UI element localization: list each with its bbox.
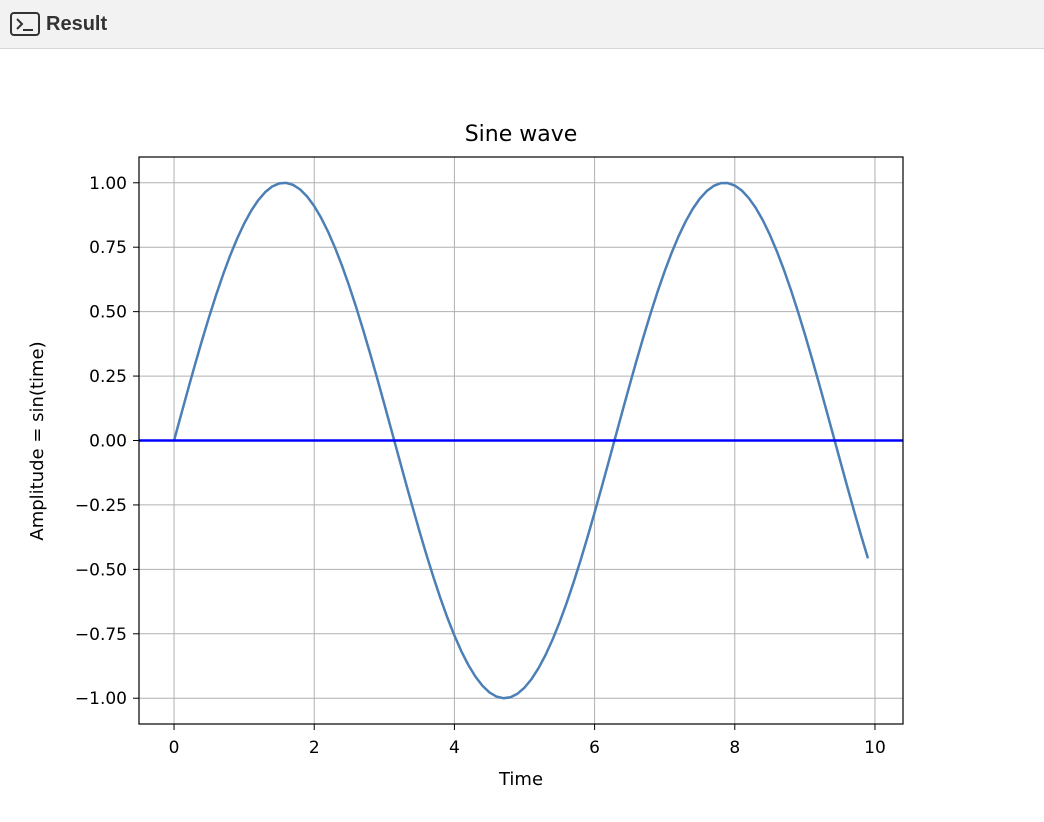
x-tick-label: 2	[309, 738, 320, 758]
terminal-icon	[10, 12, 40, 36]
x-tick-label: 10	[864, 738, 886, 758]
chart-title: Sine wave	[465, 122, 578, 147]
x-tick-label: 6	[589, 738, 600, 758]
y-tick-label: 1.00	[89, 174, 127, 194]
series-layer	[139, 181, 903, 700]
result-header: Result	[0, 0, 1044, 49]
y-tick-label: −0.50	[75, 560, 127, 580]
result-title: Result	[46, 13, 108, 35]
sine-series-line	[172, 181, 870, 700]
y-axis-label: Amplitude = sin(time)	[27, 341, 48, 540]
ticks: 0 2 4 6 8 10 1.00 0.75 0.50 0.25 0.00 −0.25 −0.50 −0.…	[75, 174, 886, 758]
x-tick-label: 0	[169, 738, 180, 758]
y-tick-label: 0.75	[89, 238, 127, 258]
y-tick-label: 0.25	[89, 367, 127, 387]
y-tick-label: −1.00	[75, 689, 127, 709]
y-tick-label: 0.00	[89, 432, 127, 452]
y-tick-label: 0.50	[89, 303, 127, 323]
x-tick-label: 4	[449, 738, 460, 758]
y-tick-label: −0.25	[75, 496, 127, 516]
x-axis-label: Time	[498, 769, 543, 790]
x-tick-label: 8	[729, 738, 740, 758]
y-tick-label: −0.75	[75, 625, 127, 645]
